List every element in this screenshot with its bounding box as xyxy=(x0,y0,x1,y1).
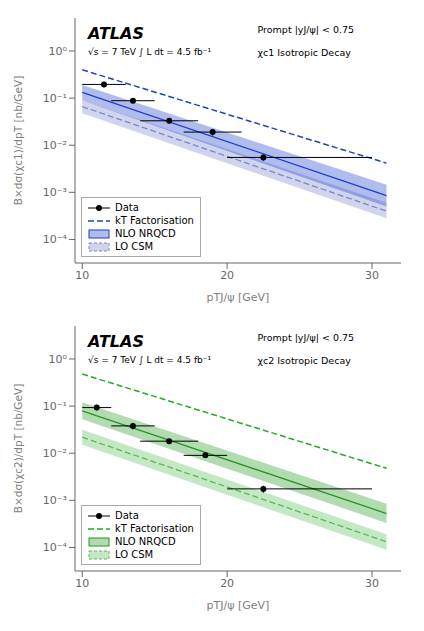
html-text:Prompt |yJ/ψ| < 0.75: Prompt |yJ/ψ| < 0.75 xyxy=(257,332,355,344)
html-text:Prompt |yJ/ψ| < 0.75: Prompt |yJ/ψ| < 0.75 xyxy=(257,24,355,36)
html-text:√s = 7 TeV ∫ L dt = 4.5 fb⁻¹: √s = 7 TeV ∫ L dt = 4.5 fb⁻¹ xyxy=(88,47,212,58)
svg-text:30: 30 xyxy=(365,269,379,282)
svg-text:pTJ/ψ [GeV]: pTJ/ψ [GeV] xyxy=(207,599,270,612)
html-text:ATLAS: ATLAS xyxy=(88,332,144,352)
html-text:kT Factorisation: kT Factorisation xyxy=(115,523,194,534)
html-text:Data: Data xyxy=(115,202,139,213)
svg-text:10⁻³: 10⁻³ xyxy=(43,494,67,507)
svg-text:20: 20 xyxy=(220,577,234,590)
svg-text:10⁻¹: 10⁻¹ xyxy=(43,92,67,105)
html-text:χc1 Isotropic Decay: χc1 Isotropic Decay xyxy=(257,47,351,59)
svg-text:10: 10 xyxy=(75,577,89,590)
svg-text:B×dσ(χc1)/dpT [nb/GeV]: B×dσ(χc1)/dpT [nb/GeV] xyxy=(12,76,24,205)
html-text:kT Factorisation: kT Factorisation xyxy=(115,215,194,226)
svg-text:10⁰: 10⁰ xyxy=(49,45,68,58)
svg-text:10⁻¹: 10⁻¹ xyxy=(43,400,67,413)
svg-text:10⁻³: 10⁻³ xyxy=(43,186,67,199)
svg-text:20: 20 xyxy=(220,269,234,282)
html-text:Data: Data xyxy=(115,510,139,521)
svg-text:10⁻²: 10⁻² xyxy=(43,139,67,152)
html-text:NLO NRQCD: NLO NRQCD xyxy=(115,228,176,239)
svg-text:30: 30 xyxy=(365,577,379,590)
svg-text:10⁻⁴: 10⁻⁴ xyxy=(43,541,68,554)
html-text:√s = 7 TeV ∫ L dt = 4.5 fb⁻¹: √s = 7 TeV ∫ L dt = 4.5 fb⁻¹ xyxy=(88,355,212,366)
svg-text:pTJ/ψ [GeV]: pTJ/ψ [GeV] xyxy=(207,291,270,304)
svg-text:10: 10 xyxy=(75,269,89,282)
html-text:ATLAS: ATLAS xyxy=(88,24,144,44)
html-text:LO CSM: LO CSM xyxy=(115,241,154,252)
html-text:LO CSM: LO CSM xyxy=(115,549,154,560)
svg-text:10⁰: 10⁰ xyxy=(49,353,68,366)
html-text:NLO NRQCD: NLO NRQCD xyxy=(115,536,176,547)
svg-text:10⁻²: 10⁻² xyxy=(43,447,67,460)
html-text:χc2 Isotropic Decay: χc2 Isotropic Decay xyxy=(257,355,351,367)
svg-text:10⁻⁴: 10⁻⁴ xyxy=(43,233,68,246)
svg-text:B×dσ(χc2)/dpT [nb/GeV]: B×dσ(χc2)/dpT [nb/GeV] xyxy=(12,384,24,513)
